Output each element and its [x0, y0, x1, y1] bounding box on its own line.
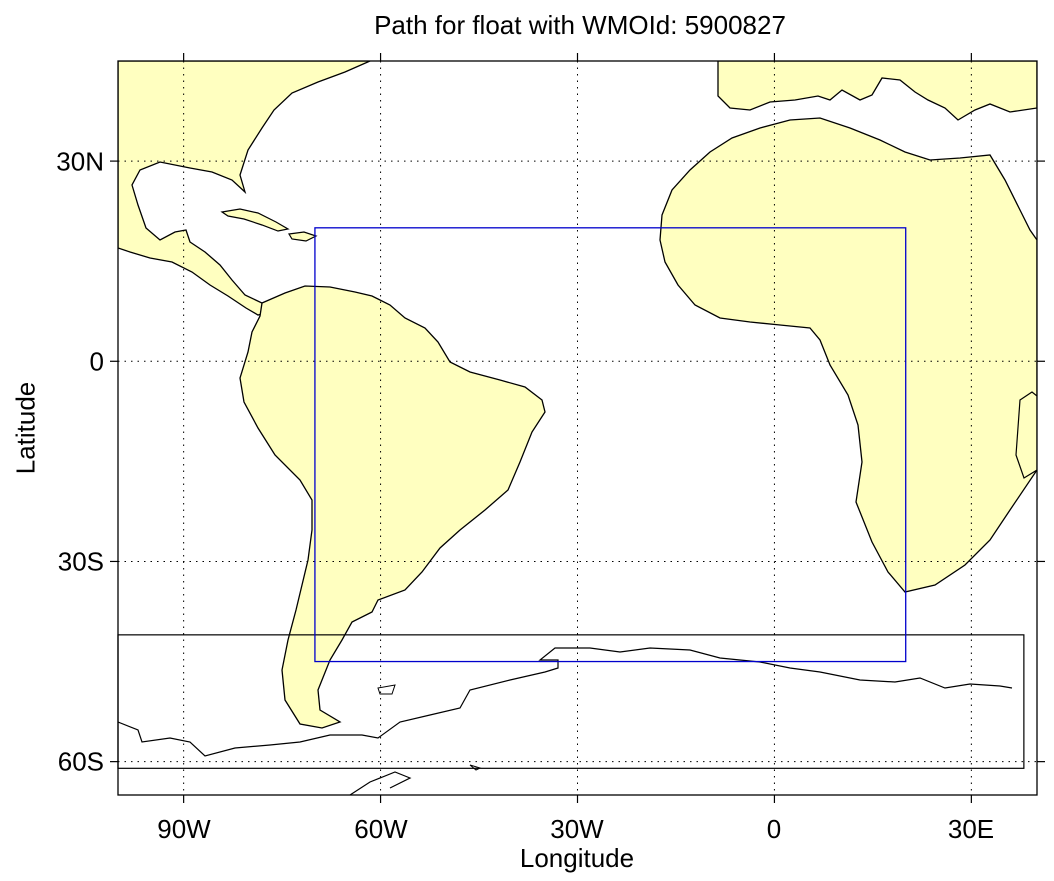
island-madagascar [1015, 391, 1037, 479]
grid-lines [118, 61, 1037, 795]
antarctica-coast [118, 647, 1013, 757]
island-cuba [220, 208, 290, 232]
y-tick-label-30s: 30S [57, 546, 104, 577]
land-africa [659, 117, 1037, 593]
y-tick-label-0: 0 [89, 346, 104, 377]
x-tick-label-0: 0 [766, 814, 782, 844]
southern-ocean-box [117, 634, 1025, 769]
island-hispaniola [288, 231, 318, 242]
south-georgia-island [469, 764, 482, 771]
map-title: Path for float with WMOId: 5900827 [374, 10, 786, 40]
float-region-box [314, 227, 907, 663]
x-tick-label-30w: 30W [550, 814, 604, 844]
x-tick-label-90w: 90W [157, 814, 211, 844]
falklands-island [377, 684, 396, 695]
y-tick-label-30n: 30N [56, 146, 104, 177]
land-europe [717, 61, 1037, 121]
tick-marks [110, 53, 1045, 803]
x-tick-label-30e: 30E [947, 814, 995, 844]
land-south-america [239, 285, 546, 729]
land-north-america [118, 61, 371, 316]
antarctic-peninsula [349, 771, 412, 795]
x-axis-label: Longitude [519, 843, 635, 873]
y-axis-label: Latitude [10, 381, 41, 475]
y-tick-label-60s: 60S [57, 746, 104, 777]
x-tick-label-60w: 60W [354, 814, 408, 844]
